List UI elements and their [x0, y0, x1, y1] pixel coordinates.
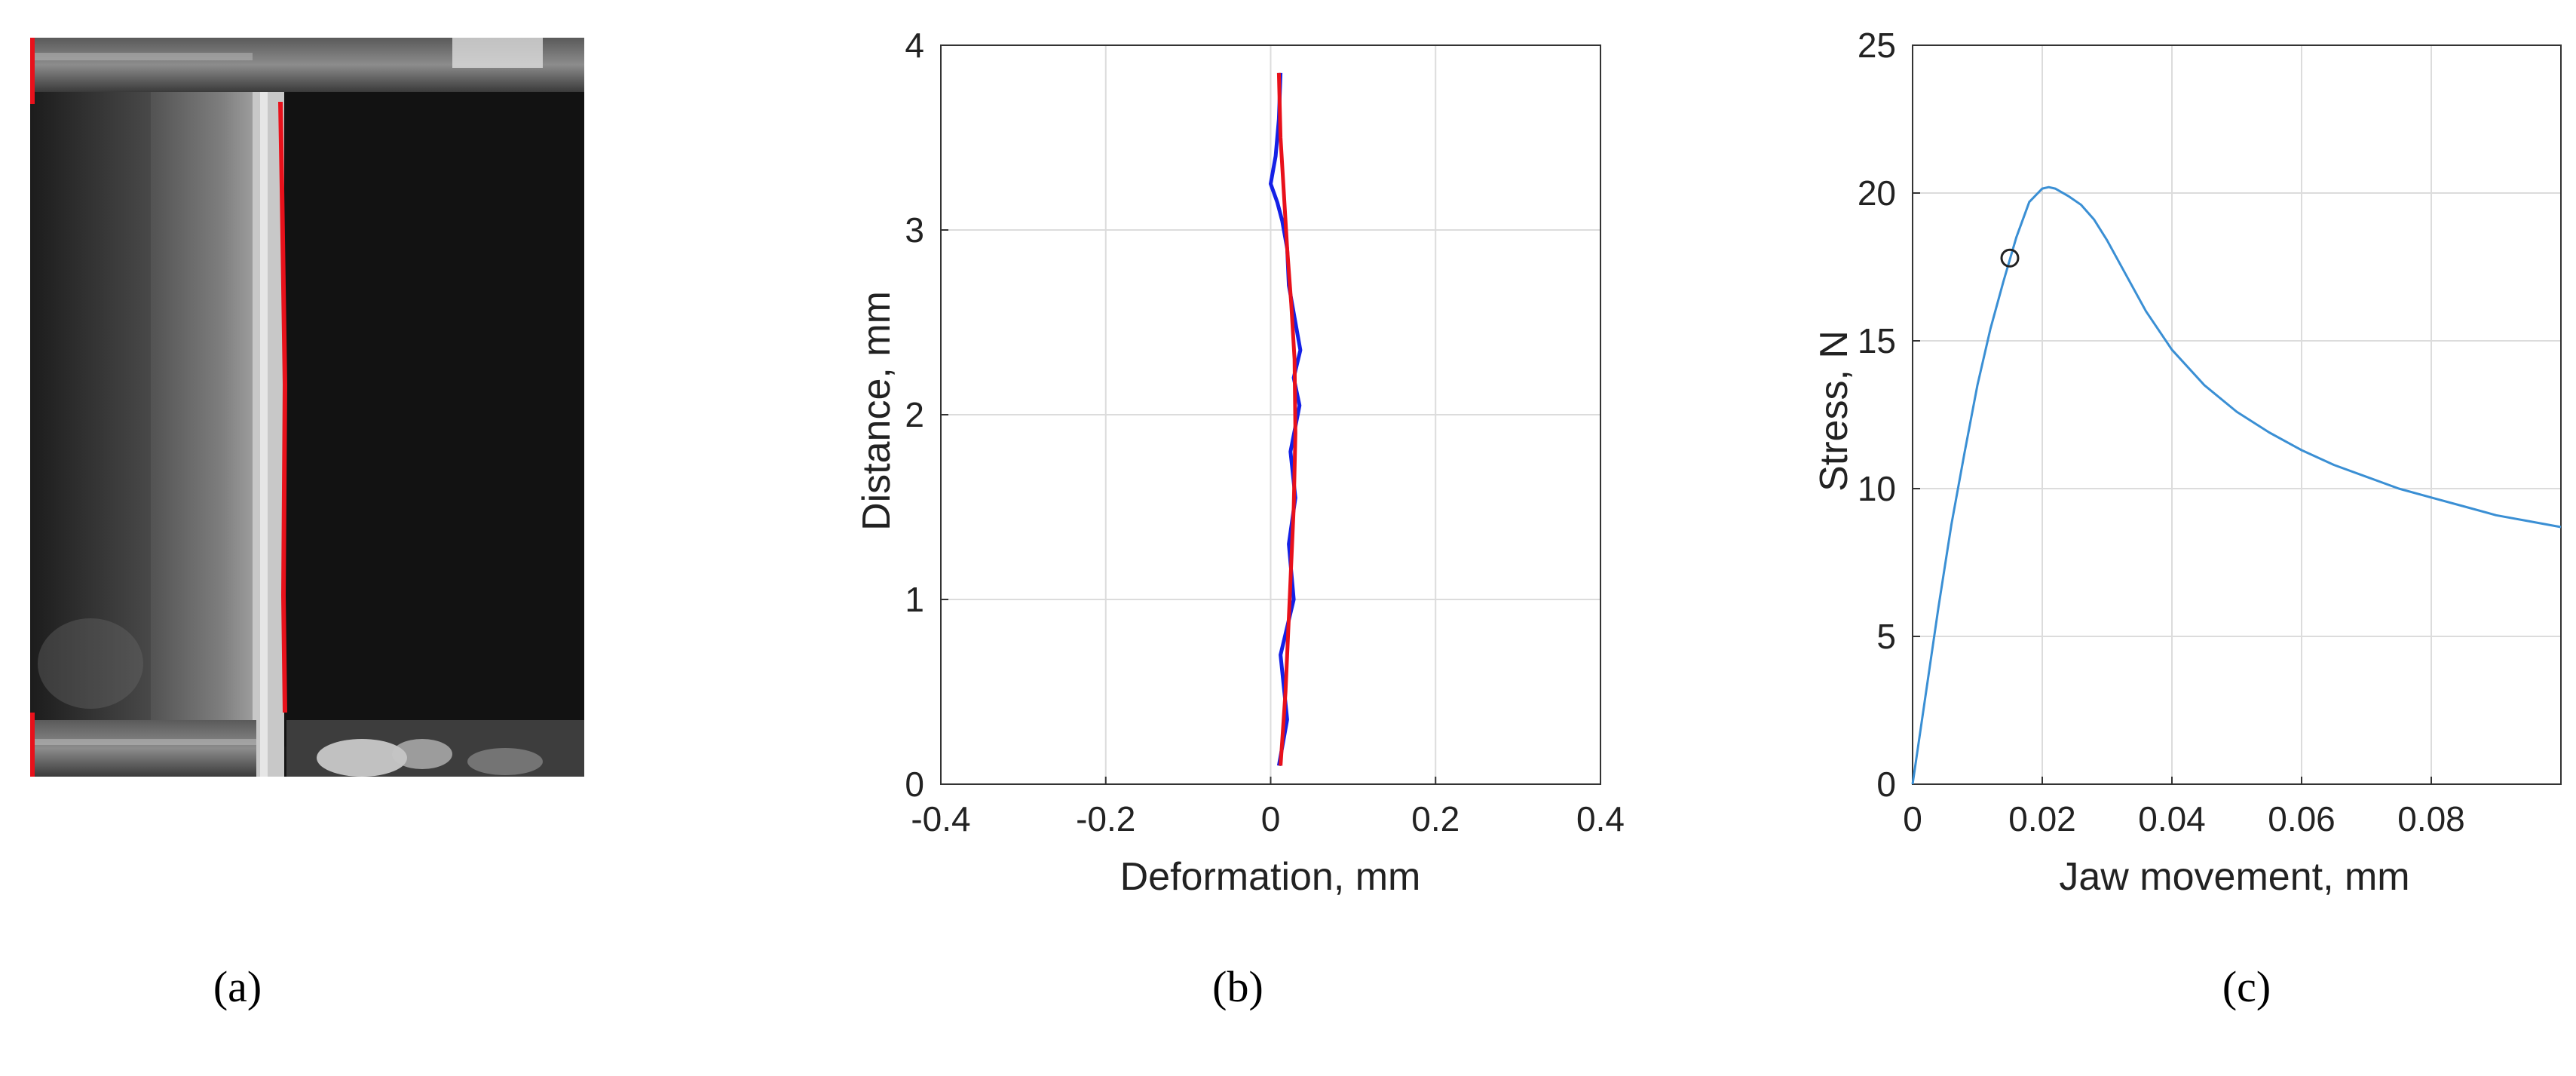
y-tick-label: 3: [905, 210, 924, 250]
y-tick-label: 0: [905, 765, 924, 804]
panel-b-chart: -0.4 -0.2 0 0.2 0.4 0 1 2 3 4 Deformation, mm Dis…: [814, 0, 1659, 935]
plot-frame: [1912, 44, 2562, 785]
y-tick-label: 4: [905, 26, 924, 65]
data-marker: [2000, 248, 2020, 268]
red-marker-bottom: [30, 713, 35, 777]
panel-a-photo: [30, 38, 584, 777]
tick-labels: 0 0.02 0.04 0.06 0.08 0 5 10 15 20 25: [1858, 26, 2465, 838]
x-tick-label: 0.02: [2008, 799, 2076, 838]
caption-c: (c): [2222, 962, 2271, 1011]
red-marker-top: [30, 38, 35, 104]
caption-a: (a): [213, 962, 262, 1011]
y-axis-label: Stress, N: [1812, 330, 1856, 492]
y-tick-label: 25: [1858, 26, 1896, 65]
y-tick-label: 0: [1876, 765, 1896, 804]
x-tick-label: 0: [1903, 799, 1922, 838]
y-tick-label: 2: [905, 395, 924, 434]
series-group: [1911, 185, 2562, 785]
x-tick-label: 0.4: [1576, 799, 1625, 838]
x-tick-label: -0.4: [911, 799, 970, 838]
y-tick-label: 15: [1858, 321, 1896, 360]
x-tick-label: 0.06: [2268, 799, 2336, 838]
specimen-photo: [30, 38, 584, 777]
x-axis-label: Jaw movement, mm: [2059, 855, 2409, 899]
grid: [1912, 44, 2561, 785]
deformation-chart: -0.4 -0.2 0 0.2 0.4 0 1 2 3 4 Deformation, mm Dis…: [855, 26, 1625, 899]
series-line-0: [1911, 185, 2562, 785]
x-axis-label: Deformation, mm: [1120, 855, 1421, 899]
tick-labels: -0.4 -0.2 0 0.2 0.4 0 1 2 3 4: [905, 26, 1625, 838]
x-tick-label: -0.2: [1076, 799, 1135, 838]
grid: [940, 44, 1601, 785]
series-line-1: [1276, 72, 1297, 766]
x-tick-label: 0.08: [2397, 799, 2465, 838]
y-tick-label: 10: [1858, 469, 1896, 508]
x-tick-label: 0.04: [2138, 799, 2206, 838]
y-axis-label: Distance, mm: [855, 291, 899, 531]
caption-b: (b): [1212, 962, 1263, 1011]
y-tick-label: 1: [905, 580, 924, 619]
series-line-0: [1269, 72, 1303, 766]
series-group: [1269, 72, 1303, 766]
y-tick-label: 5: [1876, 617, 1896, 656]
x-tick-label: 0.2: [1411, 799, 1460, 838]
red-edge-trace: [278, 101, 288, 713]
x-tick-label: 0: [1261, 799, 1281, 838]
panel-c-chart: 0 0.02 0.04 0.06 0.08 0 5 10 15 20 25 Jaw movement…: [1734, 0, 2576, 935]
stress-chart: 0 0.02 0.04 0.06 0.08 0 5 10 15 20 25 Jaw movement…: [1812, 26, 2562, 899]
y-tick-label: 20: [1858, 173, 1896, 213]
